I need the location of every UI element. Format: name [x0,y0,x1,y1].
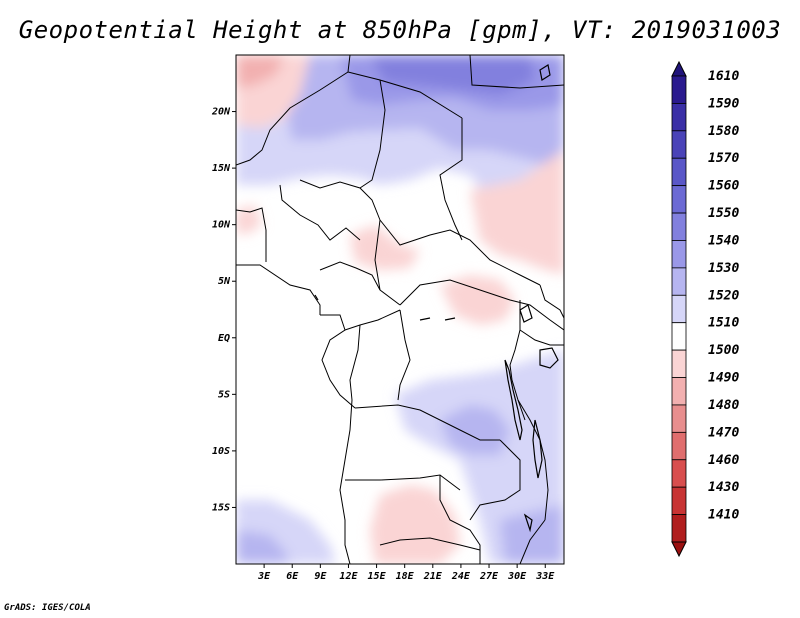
colorbar-bottom-arrow [671,541,687,558]
colorbar-label: 1570 [708,151,739,166]
lon-tick-label: 27E [479,571,499,582]
colorbar-label: 1460 [708,453,739,468]
field-blue-sw-2 [236,530,290,564]
colorbar-swatch [671,75,687,104]
colorbar-top-arrow [671,60,687,77]
colorbar-swatch [671,377,687,406]
field-pink-central [440,275,515,325]
field-blue-south [395,350,564,564]
colorbar-swatch [671,157,687,187]
lon-tick-label: 30E [507,571,527,582]
field-pink-center2 [350,225,420,270]
footer-credit: GrADS: IGES/COLA [4,603,91,613]
colorbar-swatch [671,459,687,488]
lon-tick-label: 3E [257,571,271,582]
colorbar-swatch [671,212,687,241]
lon-tick-label: 18E [396,571,415,582]
colorbar-label: 1580 [708,124,739,139]
lon-tick-label: 33E [535,571,555,582]
height-field [236,55,564,564]
colorbar-swatch [671,185,687,214]
colorbar-label: 1530 [708,261,739,276]
colorbar-label: 1510 [708,316,739,331]
colorbar-label: 1560 [708,179,739,194]
field-pink-east [470,150,564,275]
colorbar-swatch [671,404,687,433]
country-borders [236,55,564,564]
colorbar-swatch [671,431,687,461]
colorbar-swatch [671,486,687,515]
colorbar-swatch [671,130,687,159]
colorbar-swatch [671,514,687,543]
colorbar-label: 1480 [708,398,739,413]
lat-tick-label: 5S [218,389,230,400]
field-pink-west [236,205,262,235]
lat-tick-label: EQ [218,333,230,344]
colorbar-label: 1490 [708,371,739,386]
colorbar-swatch [671,240,687,269]
colorbar-label: 1520 [708,288,739,303]
field-pink-south [370,485,460,564]
lat-tick-label: 10N [212,220,231,231]
field-blue-south-2 [440,405,510,455]
colorbar-swatch [671,103,687,132]
colorbar-swatch [671,294,687,324]
field-pink-nw-2 [236,55,285,88]
longitude-axis: 3E 6E 9E 12E 15E 18E 21E 24E 27E 30E 33E [257,564,555,582]
colorbar-label: 1470 [708,425,739,440]
lakes [314,64,559,533]
lat-tick-label: 15N [212,163,231,174]
lon-tick-label: 9E [314,571,327,582]
colorbar-label: 1500 [708,343,739,358]
map-title: Geopotential Height at 850hPa [gpm], VT:… [18,16,782,44]
latitude-axis: 20N 15N 10N 5N EQ 5S 10S 15S [211,107,236,513]
lon-tick-label: 6E [286,571,299,582]
lat-tick-label: 10S [212,446,230,457]
lon-tick-label: 15E [368,571,387,582]
lon-tick-label: 24E [451,571,471,582]
lat-tick-label: 20N [211,107,231,118]
lat-tick-label: 15S [212,502,230,513]
lon-tick-label: 12E [339,571,358,582]
colorbar-label: 1410 [708,508,739,523]
field-blue-se [500,505,564,564]
colorbar: 1610 1590 1580 1570 1560 1550 1540 1530 1520 1510… [671,60,739,558]
colorbar-label: 1430 [708,480,739,495]
map-frame [235,54,565,565]
field-blue-north-4 [370,55,535,95]
colorbar-swatch [671,267,687,296]
colorbar-label: 1610 [708,69,739,84]
lat-tick-label: 5N [218,276,231,287]
colorbar-label: 1540 [708,233,739,248]
colorbar-label: 1590 [708,96,739,111]
colorbar-label: 1550 [708,206,739,221]
lon-tick-label: 21E [423,571,443,582]
colorbar-swatch [671,322,687,351]
colorbar-swatch [671,349,687,378]
